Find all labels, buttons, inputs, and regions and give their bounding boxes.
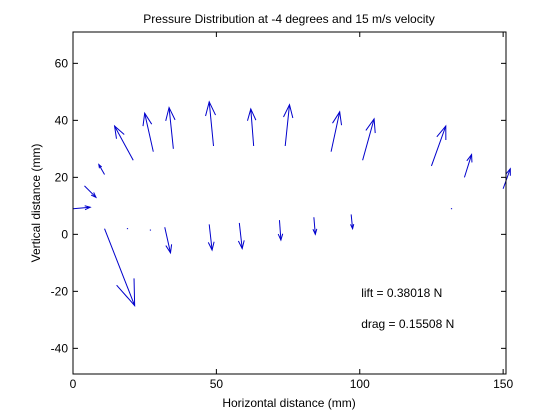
annotation-text: lift = 0.38018 N — [361, 286, 442, 300]
y-tick-label: 0 — [61, 227, 68, 241]
x-axis-ticks: 0 50 100 150 — [70, 32, 513, 391]
pressure-vector — [207, 224, 215, 252]
x-tick-label: 150 — [493, 377, 513, 391]
pressure-vector — [142, 111, 154, 152]
x-tick-label: 50 — [210, 377, 224, 391]
pressure-vector — [165, 106, 176, 149]
pressure-vector — [205, 100, 216, 147]
pressure-vector — [463, 153, 473, 178]
pressure-vector — [350, 214, 355, 231]
x-tick-label: 100 — [350, 377, 370, 391]
annotation-text: drag = 0.15508 N — [361, 317, 454, 331]
pressure-vector — [84, 185, 97, 199]
pressure-vector — [502, 167, 511, 189]
y-tick-label: -40 — [51, 341, 69, 355]
chart-annotations: lift = 0.38018 N drag = 0.15508 N — [361, 286, 454, 331]
pressure-vector — [247, 107, 257, 147]
pressure-vector — [164, 227, 173, 255]
pressure-vector — [113, 124, 134, 161]
pressure-vector — [72, 205, 92, 211]
vector-field — [72, 100, 511, 307]
pressure-vector — [283, 103, 294, 147]
pressure-vector — [277, 220, 284, 242]
pressure-vector — [312, 217, 318, 236]
y-tick-label: 20 — [55, 170, 69, 184]
plot-frame — [72, 31, 507, 375]
pressure-vector — [430, 124, 447, 167]
x-axis-label: Horizontal distance (mm) — [222, 396, 355, 410]
chart-title: Pressure Distribution at -4 degrees and … — [143, 12, 434, 26]
pressure-vector — [362, 117, 376, 161]
y-tick-label: 60 — [55, 56, 69, 70]
plot-area: 0 50 100 150 -40 -20 0 20 40 60 lift = 0.38018 N… — [51, 31, 513, 391]
pressure-vector — [237, 222, 245, 251]
pressure-vector — [104, 228, 136, 307]
pressure-vector — [330, 110, 343, 152]
y-axis-label: Vertical distance (mm) — [29, 144, 43, 263]
y-axis-ticks: -40 -20 0 20 40 60 — [51, 56, 506, 355]
pressure-vector — [98, 163, 105, 175]
y-tick-label: -20 — [51, 284, 69, 298]
y-tick-label: 40 — [55, 113, 69, 127]
x-tick-label: 0 — [70, 377, 77, 391]
